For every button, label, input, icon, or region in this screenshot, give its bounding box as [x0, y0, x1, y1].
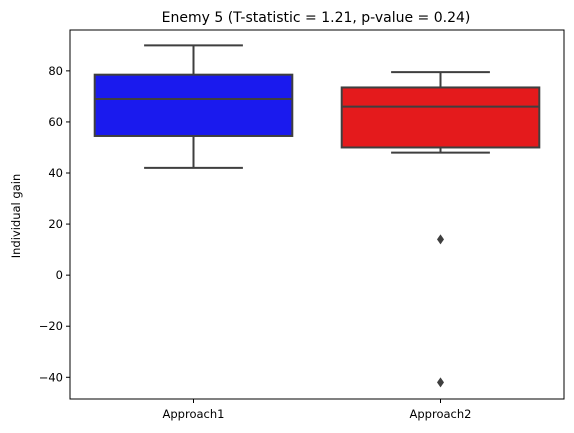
x-tick-label-approach2: Approach2: [410, 407, 472, 421]
y-tick-label: −40: [39, 370, 63, 384]
y-tick-label: 80: [48, 64, 63, 78]
box-approach2: [340, 86, 541, 149]
box-approach1: [93, 73, 294, 137]
x-tick-label-approach1: Approach1: [163, 407, 225, 421]
chart-title: Enemy 5 (T-statistic = 1.21, p-value = 0…: [162, 10, 471, 26]
y-tick-label: 40: [48, 166, 63, 180]
outlier-point-approach2: [437, 377, 444, 388]
y-tick-label: 60: [48, 115, 63, 129]
y-tick-label: 20: [48, 217, 63, 231]
y-tick-label: 0: [56, 268, 63, 282]
plot-area: −40 −20 0 20 40 60 80 Approach1 Approach2: [39, 29, 565, 421]
plot-frame: [69, 29, 565, 400]
y-axis-label: Individual gain: [9, 174, 23, 259]
y-tick-label: −20: [39, 319, 63, 333]
outlier-point-approach2: [437, 234, 444, 245]
